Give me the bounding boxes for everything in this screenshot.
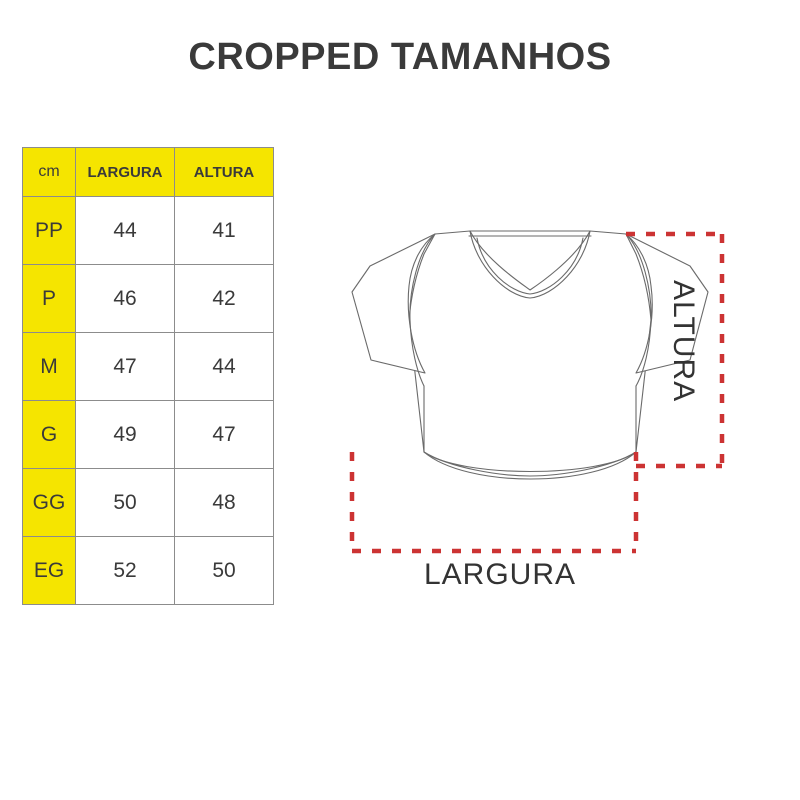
size-label-gg: GG bbox=[22, 468, 76, 537]
size-table-body: PP 44 41 P 46 42 M 47 44 G 49 47 GG 50 bbox=[22, 196, 274, 605]
altura-value-eg: 50 bbox=[174, 536, 274, 605]
size-label-p: P bbox=[22, 264, 76, 333]
largura-value-pp: 44 bbox=[75, 196, 175, 265]
column-header-unit: cm bbox=[22, 147, 76, 197]
table-row: EG 52 50 bbox=[22, 536, 274, 605]
size-label-g: G bbox=[22, 400, 76, 469]
size-table-container: cm LARGURA ALTURA PP 44 41 P 46 42 M 47 … bbox=[22, 147, 274, 605]
table-row: GG 50 48 bbox=[22, 468, 274, 537]
largura-value-p: 46 bbox=[75, 264, 175, 333]
table-row: PP 44 41 bbox=[22, 196, 274, 265]
size-label-eg: EG bbox=[22, 536, 76, 605]
garment-diagram bbox=[270, 200, 790, 620]
size-table-header: cm LARGURA ALTURA bbox=[22, 147, 274, 197]
largura-value-g: 49 bbox=[75, 400, 175, 469]
largura-value-gg: 50 bbox=[75, 468, 175, 537]
size-table: cm LARGURA ALTURA PP 44 41 P 46 42 M 47 … bbox=[22, 147, 274, 605]
page-title: CROPPED TAMANHOS bbox=[188, 36, 612, 78]
table-row: M 47 44 bbox=[22, 332, 274, 401]
altura-value-p: 42 bbox=[174, 264, 274, 333]
column-header-largura: LARGURA bbox=[75, 147, 175, 197]
table-header-row: cm LARGURA ALTURA bbox=[22, 147, 274, 197]
altura-value-m: 44 bbox=[174, 332, 274, 401]
table-row: P 46 42 bbox=[22, 264, 274, 333]
altura-measure-label: ALTURA bbox=[667, 280, 700, 403]
size-label-pp: PP bbox=[22, 196, 76, 265]
size-label-m: M bbox=[22, 332, 76, 401]
tshirt-outline-icon bbox=[351, 230, 709, 480]
measurement-lines bbox=[349, 231, 725, 554]
table-row: G 49 47 bbox=[22, 400, 274, 469]
altura-value-pp: 41 bbox=[174, 196, 274, 265]
column-header-altura: ALTURA bbox=[174, 147, 274, 197]
altura-value-g: 47 bbox=[174, 400, 274, 469]
largura-value-eg: 52 bbox=[75, 536, 175, 605]
largura-measure-label: LARGURA bbox=[423, 558, 577, 591]
largura-value-m: 47 bbox=[75, 332, 175, 401]
altura-value-gg: 48 bbox=[174, 468, 274, 537]
